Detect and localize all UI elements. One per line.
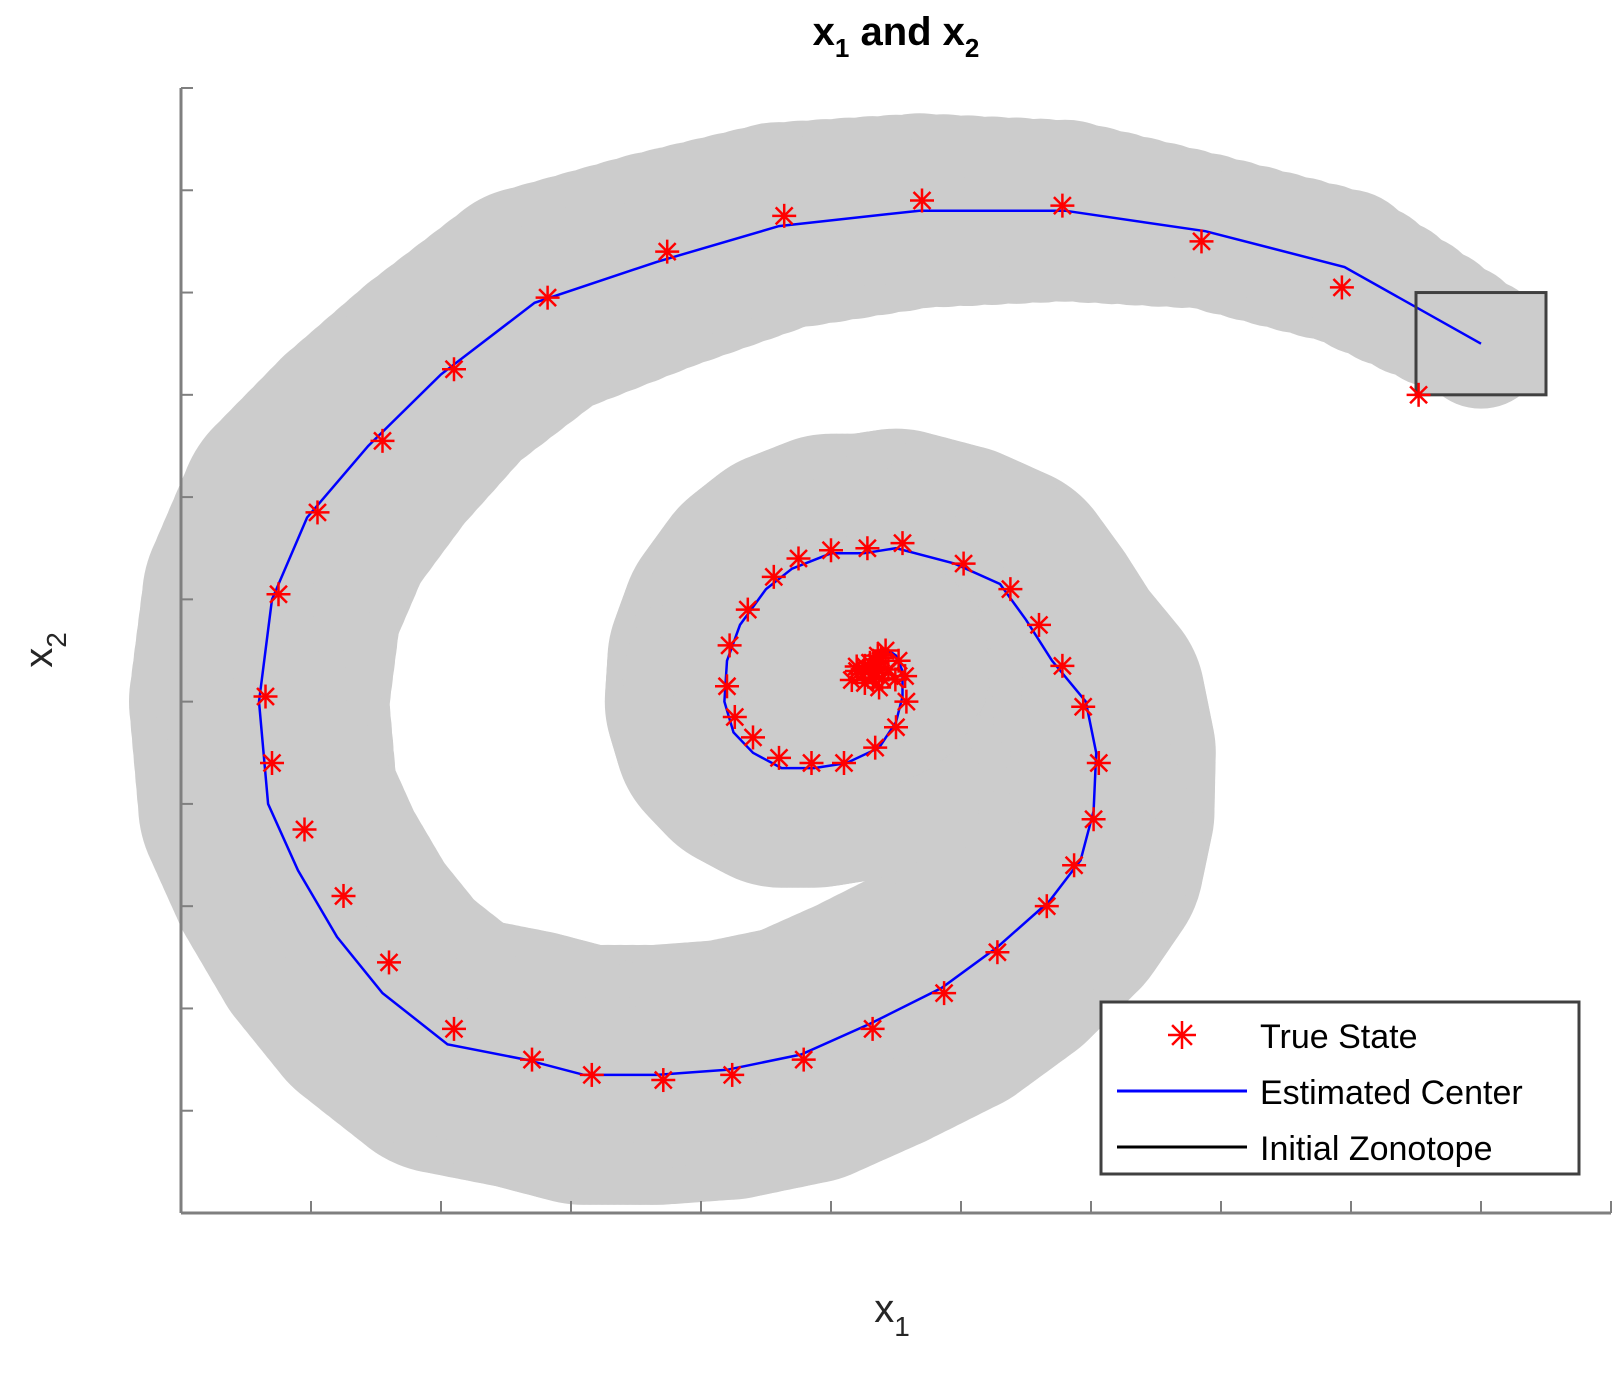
true-state-point xyxy=(579,1062,604,1087)
true-state-point xyxy=(1062,853,1087,878)
true-state-point xyxy=(331,883,356,908)
true-state-point xyxy=(910,188,934,213)
true-state-point xyxy=(377,950,401,975)
true-state-point xyxy=(932,981,957,1006)
legend-label-true-state: True State xyxy=(1260,1018,1417,1056)
true-state-point xyxy=(1034,894,1059,919)
true-state-point xyxy=(442,357,466,382)
true-state-point xyxy=(832,751,856,775)
legend-true-state-star xyxy=(1168,1021,1196,1049)
true-state-point xyxy=(890,531,915,556)
chart-title: x1 and x2 xyxy=(813,10,980,63)
true-state-point xyxy=(520,1047,544,1072)
true-state-point xyxy=(869,645,894,670)
true-state-point xyxy=(1086,751,1111,775)
true-state-point xyxy=(894,689,919,714)
true-state-point xyxy=(1189,229,1214,254)
true-state-point xyxy=(735,597,760,622)
true-state-point xyxy=(1329,275,1354,300)
true-state-point xyxy=(998,577,1023,602)
estimated-center-layer xyxy=(257,209,1482,1077)
true-state-point xyxy=(855,536,880,561)
legend: True State Estimated Center Initial Zono… xyxy=(1099,1000,1581,1176)
x-axis-label: x1 xyxy=(874,1287,910,1342)
true-state-point xyxy=(720,1062,745,1087)
true-state-point xyxy=(535,285,560,310)
true-state-point xyxy=(741,725,765,750)
true-state-point xyxy=(1406,382,1431,407)
axes xyxy=(179,87,1612,1215)
true-state-point xyxy=(651,1068,676,1093)
true-state-point xyxy=(819,538,843,563)
true-state-point xyxy=(1050,193,1075,218)
true-state-point xyxy=(799,751,824,775)
y-axis-label: x2 xyxy=(17,632,72,668)
true-state-point xyxy=(305,500,330,525)
true-state-point xyxy=(772,203,797,228)
true-state-point xyxy=(951,551,976,576)
true-state-point xyxy=(717,633,742,658)
true-state-point xyxy=(715,674,739,699)
true-state-point xyxy=(266,582,291,607)
true-state-point xyxy=(985,940,1010,965)
true-state-point xyxy=(767,745,791,770)
true-state-point xyxy=(260,751,284,775)
true-state-point xyxy=(786,546,811,571)
true-state-point xyxy=(860,1016,885,1041)
true-state-point xyxy=(1081,807,1106,832)
legend-box xyxy=(1099,1000,1581,1176)
true-state-point xyxy=(253,684,278,709)
true-state-point xyxy=(883,667,908,692)
estimated-center-line xyxy=(257,209,1482,1077)
true-state-point xyxy=(863,735,888,760)
true-state-layer xyxy=(253,188,1431,1093)
true-state-point xyxy=(867,675,892,700)
true-state-point xyxy=(370,428,395,453)
true-state-point xyxy=(1050,653,1075,678)
true-state-point xyxy=(791,1047,816,1072)
true-state-point xyxy=(1071,694,1096,719)
true-state-point xyxy=(442,1016,466,1041)
true-state-point xyxy=(655,239,680,264)
legend-label-estimated-center: Estimated Center xyxy=(1260,1074,1523,1112)
true-state-point xyxy=(722,704,747,729)
initial-zonotope xyxy=(1414,291,1548,397)
initial-zonotope-layer xyxy=(1414,291,1548,397)
legend-true-state-marker xyxy=(1168,1021,1196,1049)
true-state-point xyxy=(884,715,908,740)
true-state-point xyxy=(839,668,864,693)
legend-label-initial-zonotope: Initial Zonotope xyxy=(1260,1130,1493,1168)
true-state-point xyxy=(292,817,317,842)
true-state-point xyxy=(1027,612,1051,637)
true-state-point xyxy=(761,564,786,589)
